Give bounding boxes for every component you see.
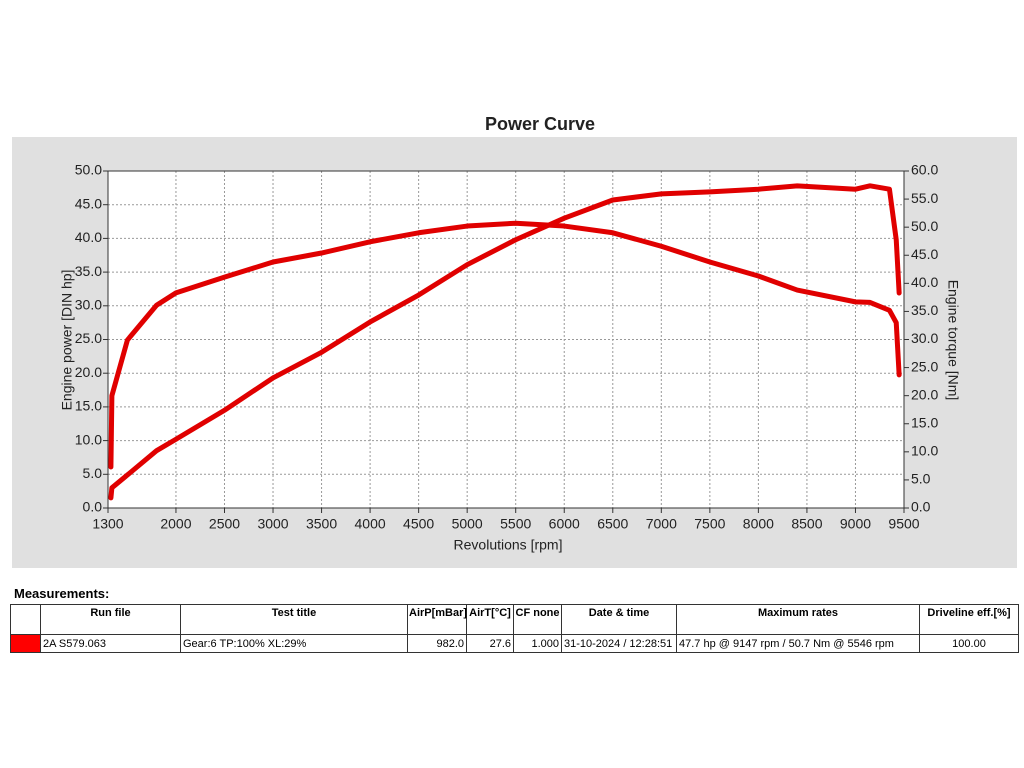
- x-tick-label: 5500: [500, 516, 531, 532]
- data-row: 2A S579.063 Gear:6 TP:100% XL:29% 982.0 27.…: [10, 634, 1019, 653]
- x-tick-label: 7000: [646, 516, 677, 532]
- header-cell: Maximum rates: [676, 604, 920, 635]
- x-tick-label: 4000: [355, 516, 386, 532]
- y-tick-label: 40.0: [75, 229, 102, 245]
- y2-tick-label: 30.0: [911, 330, 938, 346]
- x-tick-label: 6000: [549, 516, 580, 532]
- y-tick-label: 35.0: [75, 263, 102, 279]
- header-cell: AirP[mBar]: [407, 604, 467, 635]
- x-tick-label: 4500: [403, 516, 434, 532]
- y-tick-label: 45.0: [75, 195, 102, 211]
- header-row: Run file Test title AirP[mBar] AirT[°C] CF n…: [10, 604, 1019, 635]
- line-series: [108, 220, 902, 470]
- y2-tick-label: 45.0: [911, 246, 938, 262]
- y-tick-label: 10.0: [75, 431, 102, 447]
- y2-axis-label: Engine torque [Nm]: [945, 280, 961, 401]
- chart: Power Curve Revolutions [rpm] Engine pow…: [12, 114, 1017, 568]
- y2-tick-label: 35.0: [911, 302, 938, 318]
- data-cell: 100.00: [919, 634, 1019, 653]
- header-cell: Driveline eff.[%]: [919, 604, 1019, 635]
- data-cell: 47.7 hp @ 9147 rpm / 50.7 Nm @ 5546 rpm: [676, 634, 920, 653]
- y-tick-label: 5.0: [83, 465, 103, 481]
- x-tick-label: 5000: [452, 516, 483, 532]
- data-cell: Gear:6 TP:100% XL:29%: [180, 634, 408, 653]
- header-cell: CF none: [513, 604, 562, 635]
- y2-tick-label: 5.0: [911, 471, 931, 487]
- x-axis-label: Revolutions [rpm]: [454, 537, 563, 553]
- y2-tick-label: 0.0: [911, 499, 931, 515]
- header-cell: [10, 604, 41, 635]
- header-cell: Date & time: [561, 604, 677, 635]
- plot-border: [107, 170, 905, 509]
- x-tick-label: 3000: [257, 516, 288, 532]
- y2-tick-label: 10.0: [911, 443, 938, 459]
- data-cell: 1.000: [513, 634, 562, 653]
- table-title: Measurements:: [14, 586, 110, 601]
- y-axis-label: Engine power [DIN hp]: [59, 270, 75, 411]
- data-cell: 2A S579.063: [40, 634, 181, 653]
- header-cell: Test title: [180, 604, 408, 635]
- y2-tick-label: 50.0: [911, 218, 938, 234]
- x-tick-label: 8000: [743, 516, 774, 532]
- x-tick-label: 1300: [92, 516, 123, 532]
- y2-tick-label: 60.0: [911, 162, 938, 178]
- y-tick-label: 15.0: [75, 398, 102, 414]
- x-tick-label: 6500: [597, 516, 628, 532]
- data-cell: 982.0: [407, 634, 467, 653]
- x-tick-label: 9000: [840, 516, 871, 532]
- header-cell: AirT[°C]: [466, 604, 514, 635]
- x-tick-label: 3500: [306, 516, 337, 532]
- y-tick-label: 0.0: [83, 499, 103, 515]
- data-cell: 27.6: [466, 634, 514, 653]
- y2-tick-label: 20.0: [911, 386, 938, 402]
- measurements-table: Run file Test title AirP[mBar] AirT[°C] CF n…: [10, 604, 1019, 653]
- y2-tick-label: 55.0: [911, 190, 938, 206]
- y-tick-label: 20.0: [75, 364, 102, 380]
- x-tick-label: 2000: [160, 516, 191, 532]
- data-cell: 31-10-2024 / 12:28:51: [561, 634, 677, 653]
- chart-title: Power Curve: [485, 114, 595, 134]
- x-tick-label: 2500: [209, 516, 240, 532]
- y-tick-label: 25.0: [75, 330, 102, 346]
- y-tick-label: 30.0: [75, 297, 102, 313]
- y2-tick-label: 15.0: [911, 414, 938, 430]
- x-tick-label: 7500: [694, 516, 725, 532]
- x-tick-label: 8500: [791, 516, 822, 532]
- y-tick-label: 50.0: [75, 162, 102, 178]
- header-cell: Run file: [40, 604, 181, 635]
- line-series: [108, 183, 902, 501]
- y2-tick-label: 25.0: [911, 358, 938, 374]
- x-tick-label: 9500: [888, 516, 919, 532]
- color-swatch: [10, 634, 41, 653]
- y2-tick-label: 40.0: [911, 274, 938, 290]
